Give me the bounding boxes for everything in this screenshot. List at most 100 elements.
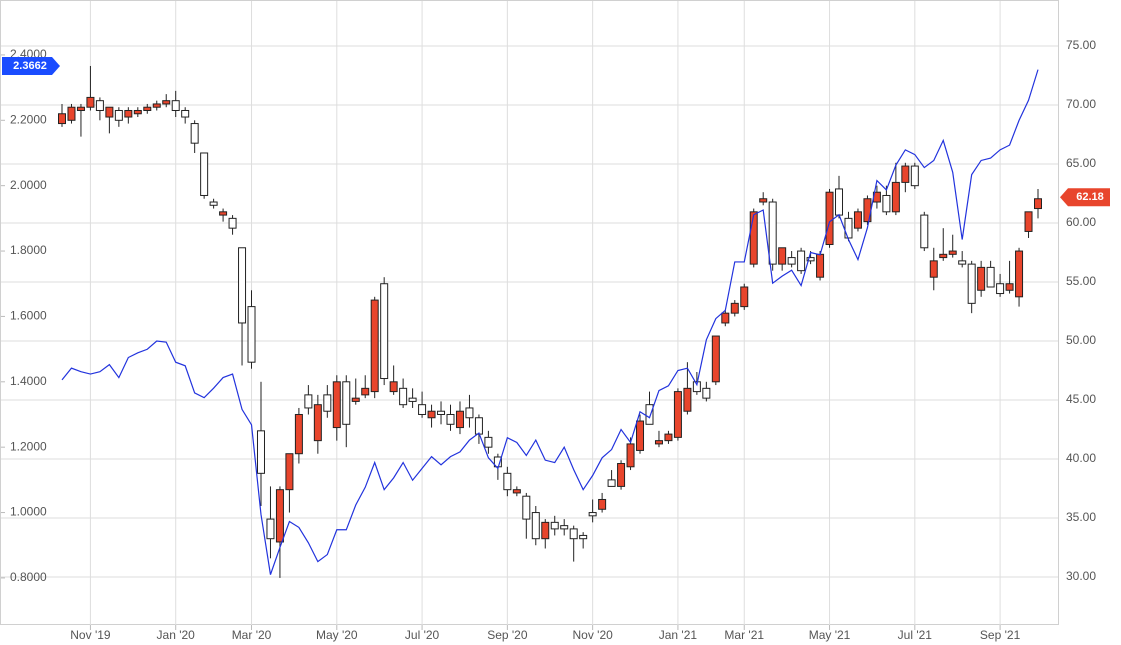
candle-body: [86, 96, 95, 108]
candle-body: [1015, 250, 1024, 298]
candle-body: [76, 106, 85, 111]
candle-body: [200, 152, 209, 196]
candle-body: [910, 165, 919, 187]
candle-body: [408, 397, 417, 402]
candle-body: [531, 512, 540, 540]
candle-body: [124, 109, 133, 118]
candle-body: [437, 410, 446, 415]
candle-body: [598, 498, 607, 510]
x-tick-label: Jan '20: [157, 628, 196, 642]
candle-body: [607, 479, 616, 487]
candle-body: [418, 404, 427, 415]
line-series: [61, 69, 1039, 575]
candle-body: [351, 397, 360, 402]
candle-body: [58, 113, 66, 125]
x-tick-label: Sep '21: [980, 628, 1021, 642]
y2-tick-label: 55.00: [1066, 274, 1096, 288]
candle-body: [636, 420, 645, 451]
candle-body: [114, 109, 123, 121]
price-badge: 2.3662: [2, 56, 60, 75]
y2-tick-label: 40.00: [1066, 451, 1096, 465]
y2-tick-label: 50.00: [1066, 333, 1096, 347]
candle-body: [332, 381, 341, 429]
y2-tick-label: 45.00: [1066, 392, 1096, 406]
candle-body: [512, 489, 521, 494]
y2-tick-label: 65.00: [1066, 156, 1096, 170]
candle-body: [541, 521, 550, 540]
candle-body: [617, 463, 626, 487]
candle-body: [285, 453, 294, 491]
candle-body: [626, 443, 635, 468]
candle-body: [247, 306, 256, 363]
candle-body: [844, 217, 853, 239]
candle-body: [143, 106, 152, 111]
y-tick-label: 2.2000: [10, 112, 47, 126]
candle-body: [1005, 283, 1014, 291]
candle-body: [654, 440, 663, 445]
candle-body: [275, 489, 284, 543]
candle-body: [711, 335, 720, 383]
x-tick-label: Mar '20: [232, 628, 272, 642]
y-tick-label: 1.4000: [10, 374, 47, 388]
y2-tick-label: 35.00: [1066, 510, 1096, 524]
candle-body: [797, 250, 806, 272]
candle-body: [929, 260, 938, 278]
candle-body: [977, 266, 986, 291]
candle-body: [778, 247, 787, 265]
x-tick-label: May '21: [809, 628, 851, 642]
y2-tick-label: 60.00: [1066, 215, 1096, 229]
candle-body: [939, 253, 948, 259]
candle-body: [181, 109, 190, 118]
y-tick-label: 2.0000: [10, 178, 47, 192]
candle-body: [342, 381, 351, 425]
candle-body: [740, 286, 749, 308]
candle-body: [645, 404, 654, 425]
candle-body: [721, 312, 730, 324]
candle-body: [825, 191, 834, 246]
candle-body: [948, 250, 957, 255]
x-tick-label: Nov '19: [70, 628, 111, 642]
candle-body: [190, 123, 199, 144]
candle-body: [228, 217, 237, 229]
x-tick-label: Mar '21: [724, 628, 764, 642]
candle-body: [560, 525, 569, 530]
candle-body: [446, 413, 455, 425]
candle-body: [313, 404, 322, 442]
candle-body: [67, 106, 76, 121]
candle-body: [266, 518, 275, 540]
candle-body: [901, 165, 910, 183]
y-tick-label: 1.0000: [10, 505, 47, 519]
candle-body: [209, 201, 218, 206]
candle-body: [323, 394, 332, 412]
badge-shape: [1060, 188, 1110, 207]
candle-body: [588, 512, 597, 517]
candle-body: [986, 266, 995, 288]
candle-body: [787, 257, 796, 265]
y-tick-label: 1.2000: [10, 439, 47, 453]
candle-body: [749, 211, 758, 265]
candle-body: [891, 181, 900, 213]
candle-body: [455, 410, 464, 429]
y2-tick-label: 70.00: [1066, 97, 1096, 111]
candle-body: [370, 299, 379, 393]
candle-body: [133, 109, 142, 115]
candle-body: [673, 391, 682, 438]
candle-body: [95, 100, 104, 111]
candle-body: [1034, 198, 1042, 210]
candle-body: [152, 103, 161, 108]
candle-body: [361, 387, 370, 396]
candle-body: [256, 430, 265, 474]
candle-body: [474, 417, 483, 435]
candle-body: [1024, 211, 1033, 232]
candle-body: [162, 100, 171, 105]
candle-body: [664, 433, 673, 442]
badge-label: 2.3662: [13, 60, 47, 72]
candle-body: [806, 257, 815, 262]
x-tick-label: Nov '20: [572, 628, 613, 642]
x-tick-label: Jul '20: [405, 628, 440, 642]
candle-body: [399, 387, 408, 406]
candle-body: [105, 106, 114, 118]
candle-body: [882, 194, 891, 213]
candle-body: [550, 521, 559, 530]
y-tick-label: 1.8000: [10, 243, 47, 257]
